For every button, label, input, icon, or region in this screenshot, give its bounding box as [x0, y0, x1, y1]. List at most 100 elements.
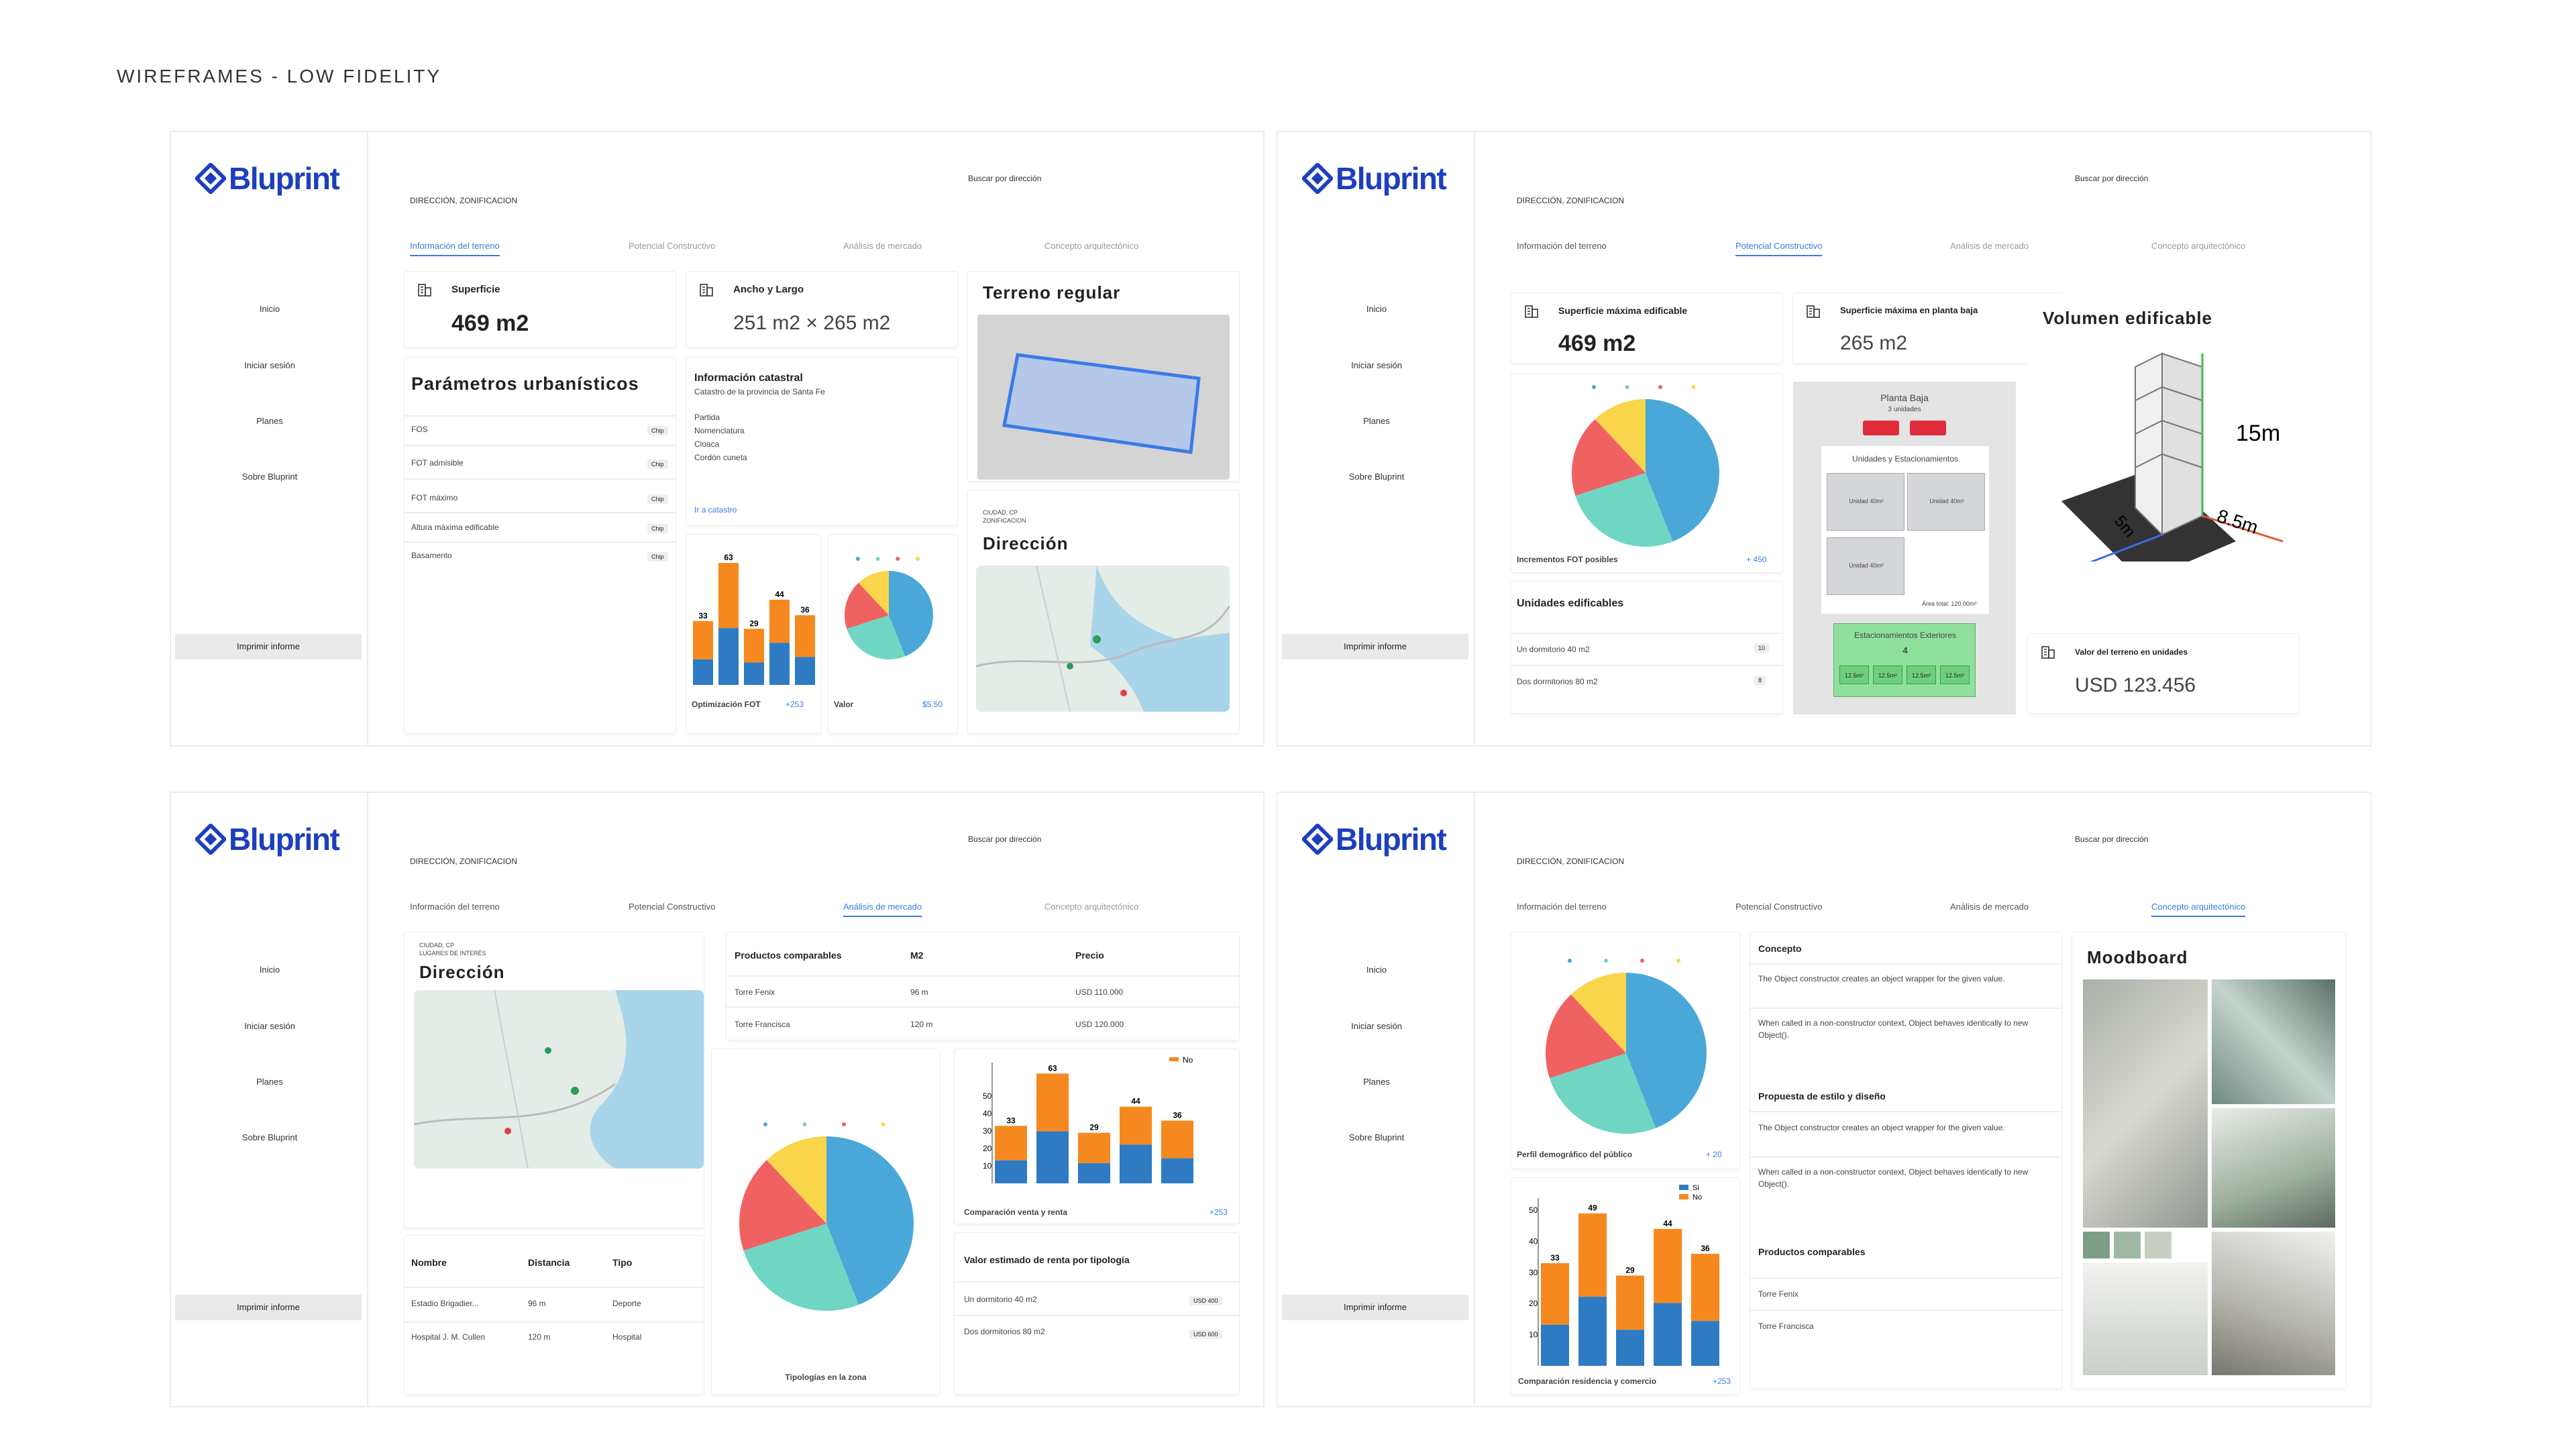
search-input[interactable]: Buscar por dirección: [968, 835, 1042, 844]
bar-orange: [1120, 1106, 1152, 1145]
param-chip[interactable]: Chip: [647, 552, 668, 561]
pie-slice: [858, 571, 889, 615]
bluprint-logo-icon: [195, 163, 226, 194]
search-input[interactable]: Buscar por dirección: [968, 174, 1042, 183]
perfil-pie-chart: [1546, 959, 1707, 1134]
tab-analisis-mercado[interactable]: Análisis de mercado: [1950, 241, 2029, 251]
sup-max-label: Superficie máxima edificable: [1558, 305, 1688, 316]
param-fot-admisible: FOT admisible: [411, 458, 464, 468]
unidad-1-count: 10: [1754, 643, 1770, 653]
table-row: Torre Fenix: [735, 987, 775, 997]
bluprint-logo-icon: [1302, 163, 1333, 194]
nav-planes[interactable]: Planes: [256, 1077, 283, 1087]
print-report-button[interactable]: Imprimir informe: [1282, 1295, 1468, 1320]
nav-planes[interactable]: Planes: [1363, 1077, 1390, 1087]
legend-dot: [1691, 385, 1696, 389]
map[interactable]: [414, 990, 704, 1169]
tab-potencial-constructivo[interactable]: Potencial Constructivo: [629, 241, 716, 251]
nav-sobre[interactable]: Sobre Bluprint: [241, 472, 298, 482]
nav-inicio[interactable]: Inicio: [1366, 965, 1387, 975]
nav-inicio[interactable]: Inicio: [259, 304, 280, 314]
print-report-button[interactable]: Imprimir informe: [1282, 634, 1468, 659]
print-report-button[interactable]: Imprimir informe: [175, 1295, 362, 1320]
tab-informacion-terreno[interactable]: Información del terreno: [410, 241, 500, 256]
valor-label: Valor: [834, 700, 854, 709]
table-cell: USD 110.000: [1075, 987, 1124, 997]
logo[interactable]: Bluprint: [1302, 160, 1447, 197]
logo[interactable]: Bluprint: [1302, 821, 1447, 857]
nav-iniciar-sesion[interactable]: Iniciar sesión: [1351, 1021, 1402, 1031]
brand-name: Bluprint: [229, 161, 340, 196]
legend-dot: [763, 1122, 767, 1126]
nav-iniciar-sesion[interactable]: Iniciar sesión: [244, 1021, 295, 1031]
moodboard-images: [2083, 979, 2335, 1375]
tab-potencial-constructivo[interactable]: Potencial Constructivo: [629, 902, 716, 912]
city-label: CIUDAD, CP: [983, 509, 1018, 516]
concepto-text-2: When called in a non-constructor context…: [1758, 1018, 2029, 1040]
tab-concepto[interactable]: Concepto arquitectónico: [1044, 902, 1139, 912]
legend-swatch: [1679, 1194, 1688, 1199]
planta-baja-sub: 3 unidades: [1888, 406, 1921, 413]
col-distancia: Distancia: [528, 1257, 570, 1268]
print-report-button[interactable]: Imprimir informe: [175, 634, 362, 659]
map-graphic-icon: [414, 990, 704, 1169]
table-row: Estadio Brigadier...: [411, 1299, 479, 1308]
nav-sobre[interactable]: Sobre Bluprint: [1348, 472, 1405, 482]
city-label: CIUDAD, CP: [419, 942, 455, 949]
tab-analisis-mercado[interactable]: Análisis de mercado: [843, 902, 922, 917]
catastro-link[interactable]: Ir a catastro: [694, 505, 737, 515]
tab-concepto[interactable]: Concepto arquitectónico: [1044, 241, 1139, 251]
logo[interactable]: Bluprint: [195, 160, 340, 197]
unidades-plan-title: Unidades y Estacionamientos: [1851, 454, 1959, 464]
sidebar: Bluprint Inicio Iniciar sesión Planes So…: [171, 132, 368, 745]
map[interactable]: [976, 566, 1230, 712]
producto-1: Torre Fenix: [1758, 1289, 1799, 1299]
param-chip[interactable]: Chip: [647, 494, 668, 504]
param-chip[interactable]: Chip: [647, 524, 668, 533]
search-input[interactable]: Buscar por dirección: [2075, 835, 2149, 844]
bar-orange: [795, 615, 815, 657]
tab-potencial-constructivo[interactable]: Potencial Constructivo: [1735, 241, 1823, 256]
nav-iniciar-sesion[interactable]: Iniciar sesión: [244, 360, 295, 370]
search-input[interactable]: Buscar por dirección: [2075, 174, 2149, 183]
bar-label: 44: [1663, 1219, 1672, 1228]
bar-label: 44: [775, 590, 784, 599]
nav-sobre[interactable]: Sobre Bluprint: [241, 1132, 298, 1142]
param-chip[interactable]: Chip: [647, 426, 668, 435]
tabs: Información del terreno Potencial Constr…: [1517, 241, 2342, 261]
param-chip[interactable]: Chip: [647, 460, 668, 469]
bar-blue: [1078, 1163, 1110, 1183]
red-chip-2[interactable]: [1910, 421, 1946, 435]
tab-concepto[interactable]: Concepto arquitectónico: [2151, 241, 2246, 251]
pie-slice: [739, 1160, 826, 1251]
nav-planes[interactable]: Planes: [1363, 416, 1390, 426]
bar-label: 36: [1701, 1244, 1710, 1253]
nav-sobre[interactable]: Sobre Bluprint: [1348, 1132, 1405, 1142]
tab-analisis-mercado[interactable]: Análisis de mercado: [843, 241, 922, 251]
renta-chip-1: USD 400: [1189, 1296, 1222, 1305]
tab-potencial-constructivo[interactable]: Potencial Constructivo: [1735, 902, 1823, 912]
unit-box: Unidad 40m²: [1827, 473, 1904, 531]
tab-informacion-terreno[interactable]: Información del terreno: [1517, 241, 1607, 251]
tab-informacion-terreno[interactable]: Información del terreno: [1517, 902, 1607, 912]
pie-slice: [1626, 973, 1707, 1128]
tab-informacion-terreno[interactable]: Información del terreno: [410, 902, 500, 912]
valor-terreno-label: Valor del terreno en unidades: [2075, 647, 2188, 657]
parametros-title: Parámetros urbanísticos: [411, 374, 639, 394]
nav-inicio[interactable]: Inicio: [1366, 304, 1387, 314]
nav-planes[interactable]: Planes: [256, 416, 283, 426]
fot-chart-card: 33 63 29 44 36 Optimización FOT +253: [686, 535, 820, 733]
logo[interactable]: Bluprint: [195, 821, 340, 857]
nav-iniciar-sesion[interactable]: Iniciar sesión: [1351, 360, 1402, 370]
sup-max-value: 469 m2: [1558, 331, 1636, 356]
swatch: [2145, 1232, 2171, 1258]
pie-slice: [743, 1224, 859, 1311]
col-nombre: Nombre: [411, 1257, 447, 1268]
tab-analisis-mercado[interactable]: Análisis de mercado: [1950, 902, 2029, 912]
red-chip-1[interactable]: [1863, 421, 1899, 435]
incrementos-label: Incrementos FOT posibles: [1517, 555, 1618, 564]
tab-concepto[interactable]: Concepto arquitectónico: [2151, 902, 2246, 917]
perfil-delta: + 20: [1706, 1150, 1722, 1159]
param-altura: Altura máxima edificable: [411, 523, 499, 532]
nav-inicio[interactable]: Inicio: [259, 965, 280, 975]
